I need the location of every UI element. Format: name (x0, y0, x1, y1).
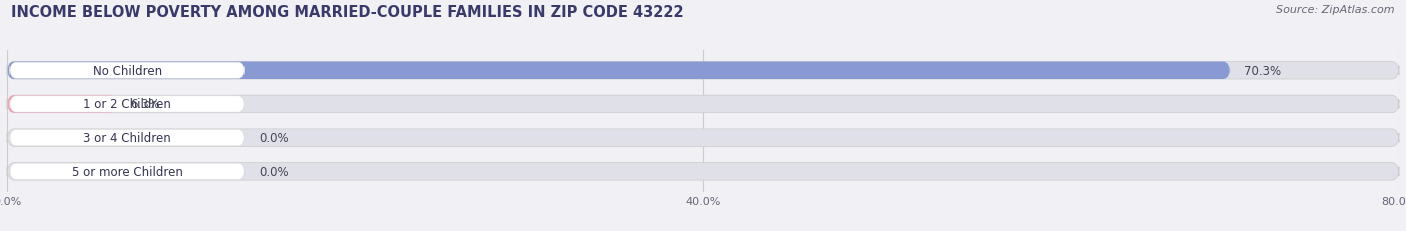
Text: 0.0%: 0.0% (259, 165, 290, 178)
Text: 5 or more Children: 5 or more Children (72, 165, 183, 178)
Text: No Children: No Children (93, 64, 162, 77)
Text: 3 or 4 Children: 3 or 4 Children (83, 132, 172, 145)
FancyBboxPatch shape (7, 96, 117, 113)
FancyBboxPatch shape (7, 96, 1399, 113)
Text: 1 or 2 Children: 1 or 2 Children (83, 98, 172, 111)
FancyBboxPatch shape (10, 164, 245, 180)
FancyBboxPatch shape (7, 163, 1399, 180)
FancyBboxPatch shape (10, 97, 245, 112)
Text: Source: ZipAtlas.com: Source: ZipAtlas.com (1277, 5, 1395, 15)
Text: 6.3%: 6.3% (131, 98, 160, 111)
Text: INCOME BELOW POVERTY AMONG MARRIED-COUPLE FAMILIES IN ZIP CODE 43222: INCOME BELOW POVERTY AMONG MARRIED-COUPL… (11, 5, 683, 20)
FancyBboxPatch shape (7, 129, 1399, 147)
FancyBboxPatch shape (7, 62, 1230, 80)
Text: 0.0%: 0.0% (259, 132, 290, 145)
FancyBboxPatch shape (10, 130, 245, 146)
Text: 70.3%: 70.3% (1244, 64, 1281, 77)
FancyBboxPatch shape (7, 62, 1399, 80)
FancyBboxPatch shape (10, 63, 245, 79)
